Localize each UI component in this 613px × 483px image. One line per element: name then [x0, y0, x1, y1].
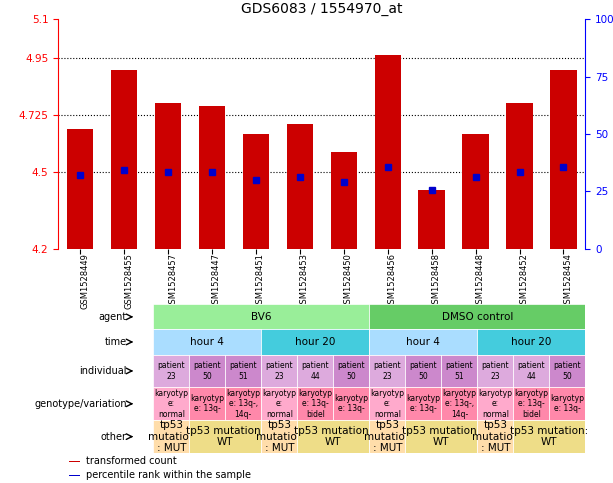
Text: other: other	[101, 432, 127, 441]
Text: GSM1528457: GSM1528457	[168, 253, 177, 309]
Text: GSM1528453: GSM1528453	[300, 253, 309, 309]
Text: GSM1528458: GSM1528458	[432, 253, 441, 309]
Text: hour 20: hour 20	[295, 337, 335, 347]
Text: time: time	[105, 337, 127, 347]
Text: karyotyp
e: 13q-
bidel: karyotyp e: 13q- bidel	[299, 389, 332, 419]
Text: DMSO control: DMSO control	[442, 312, 513, 322]
Text: GSM1528449: GSM1528449	[80, 253, 89, 309]
Text: tp53 mutation:
WT: tp53 mutation: WT	[402, 426, 481, 447]
Text: BV6: BV6	[251, 312, 272, 322]
Text: GSM1528454: GSM1528454	[563, 253, 573, 309]
Text: karyotyp
e:
normal: karyotyp e: normal	[262, 389, 296, 419]
Text: patient
50: patient 50	[554, 361, 581, 381]
Text: patient
23: patient 23	[265, 361, 293, 381]
Text: karyotyp
e: 13q-: karyotyp e: 13q-	[406, 394, 440, 413]
Text: transformed count: transformed count	[86, 456, 177, 466]
Text: tp53
mutation
: MUT: tp53 mutation : MUT	[148, 420, 195, 453]
Text: hour 20: hour 20	[511, 337, 552, 347]
Text: patient
44: patient 44	[302, 361, 329, 381]
Bar	[69, 475, 80, 476]
Text: tp53
mutation
: MUT: tp53 mutation : MUT	[364, 420, 411, 453]
Bar	[375, 55, 401, 249]
Text: patient
50: patient 50	[409, 361, 437, 381]
Text: tp53 mutation:
WT: tp53 mutation: WT	[294, 426, 373, 447]
Title: GDS6083 / 1554970_at: GDS6083 / 1554970_at	[241, 1, 403, 15]
Text: karyotyp
e:
normal: karyotyp e: normal	[478, 389, 512, 419]
Bar	[550, 71, 577, 249]
Text: tp53
mutation
: MUT: tp53 mutation : MUT	[256, 420, 303, 453]
Text: karyotyp
e: 13q-
bidel: karyotyp e: 13q- bidel	[514, 389, 549, 419]
Text: GSM1528448: GSM1528448	[476, 253, 485, 309]
Text: karyotyp
e: 13q-,
14q-: karyotyp e: 13q-, 14q-	[226, 389, 261, 419]
Text: patient
50: patient 50	[194, 361, 221, 381]
Text: tp53
mutation
: MUT: tp53 mutation : MUT	[471, 420, 519, 453]
Text: karyotyp
e:
normal: karyotyp e: normal	[370, 389, 405, 419]
Text: GSM1528447: GSM1528447	[212, 253, 221, 309]
Text: tp53 mutation:
WT: tp53 mutation: WT	[186, 426, 264, 447]
Text: GSM1528451: GSM1528451	[256, 253, 265, 309]
Text: percentile rank within the sample: percentile rank within the sample	[86, 470, 251, 480]
Text: patient
23: patient 23	[373, 361, 401, 381]
Bar	[330, 152, 357, 249]
Bar	[155, 103, 181, 249]
Text: GSM1528455: GSM1528455	[124, 253, 133, 309]
Bar	[111, 71, 137, 249]
Bar	[199, 106, 225, 249]
Text: individual: individual	[79, 366, 127, 376]
Text: patient
23: patient 23	[482, 361, 509, 381]
Text: karyotyp
e: 13q-: karyotyp e: 13q-	[550, 394, 584, 413]
Text: karyotyp
e: 13q-,
14q-: karyotyp e: 13q-, 14q-	[443, 389, 476, 419]
Bar	[67, 129, 93, 249]
Text: patient
23: patient 23	[158, 361, 185, 381]
Text: patient
51: patient 51	[229, 361, 257, 381]
Text: GSM1528456: GSM1528456	[387, 253, 397, 309]
Text: patient
44: patient 44	[517, 361, 545, 381]
Text: karyotyp
e: 13q-: karyotyp e: 13q-	[190, 394, 224, 413]
Bar	[243, 134, 269, 249]
Bar	[506, 103, 533, 249]
Bar	[69, 460, 80, 462]
Text: hour 4: hour 4	[406, 337, 440, 347]
Bar	[419, 190, 445, 249]
Text: patient
50: patient 50	[338, 361, 365, 381]
Text: karyotyp
e:
normal: karyotyp e: normal	[154, 389, 188, 419]
Bar	[287, 124, 313, 249]
Text: hour 4: hour 4	[190, 337, 224, 347]
Text: GSM1528450: GSM1528450	[344, 253, 353, 309]
Text: karyotyp
e: 13q-: karyotyp e: 13q-	[334, 394, 368, 413]
Text: agent: agent	[99, 312, 127, 322]
Text: GSM1528452: GSM1528452	[519, 253, 528, 309]
Text: genotype/variation: genotype/variation	[34, 399, 127, 409]
Text: tp53 mutation:
WT: tp53 mutation: WT	[510, 426, 588, 447]
Bar	[462, 134, 489, 249]
Text: patient
51: patient 51	[446, 361, 473, 381]
